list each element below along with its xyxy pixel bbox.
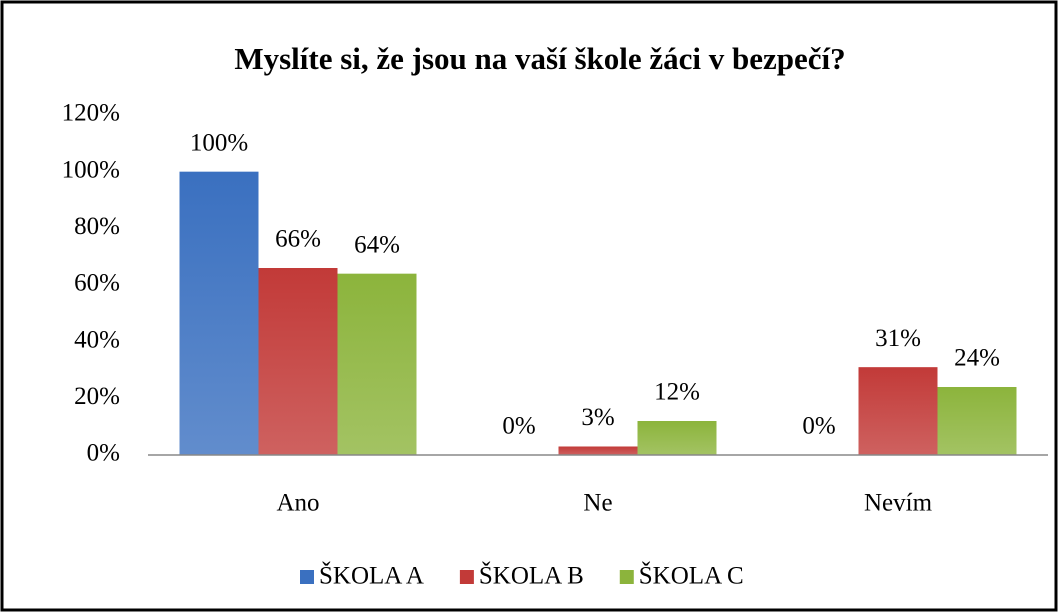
value-label: 100% bbox=[190, 129, 248, 156]
legend-swatch bbox=[459, 570, 474, 584]
y-tick-label: 120% bbox=[62, 100, 120, 127]
value-label: 3% bbox=[581, 404, 614, 431]
y-tick-label: 20% bbox=[74, 383, 120, 410]
value-label: 64% bbox=[354, 231, 400, 258]
legend-label: ŠKOLA A bbox=[319, 561, 424, 590]
value-label: 66% bbox=[275, 226, 321, 253]
x-tick-label: Ano bbox=[276, 490, 319, 517]
value-label: 12% bbox=[654, 379, 700, 406]
bar bbox=[858, 367, 938, 455]
legend-label: ŠKOLA B bbox=[479, 561, 584, 590]
x-tick-label: Ne bbox=[583, 490, 612, 517]
y-tick-label: 40% bbox=[74, 326, 120, 353]
x-tick-label: Nevím bbox=[864, 490, 933, 517]
value-label: 24% bbox=[954, 345, 1000, 372]
y-tick-label: 80% bbox=[74, 213, 120, 240]
bar bbox=[258, 268, 338, 455]
legend-swatch bbox=[300, 570, 314, 584]
bar bbox=[937, 387, 1017, 455]
value-label: 31% bbox=[875, 325, 921, 352]
legend-swatch bbox=[619, 570, 634, 584]
bar bbox=[558, 446, 638, 455]
bar bbox=[337, 273, 417, 455]
chart-title: Myslíte si, že jsou na vaší škole žáci v… bbox=[234, 41, 845, 76]
y-tick-label: 0% bbox=[87, 440, 120, 467]
bar bbox=[179, 171, 259, 455]
bar bbox=[637, 421, 717, 455]
value-label: 0% bbox=[802, 413, 835, 440]
legend-label: ŠKOLA C bbox=[639, 561, 744, 590]
value-label: 0% bbox=[502, 413, 535, 440]
y-tick-label: 100% bbox=[62, 156, 120, 183]
y-tick-label: 60% bbox=[74, 270, 120, 297]
